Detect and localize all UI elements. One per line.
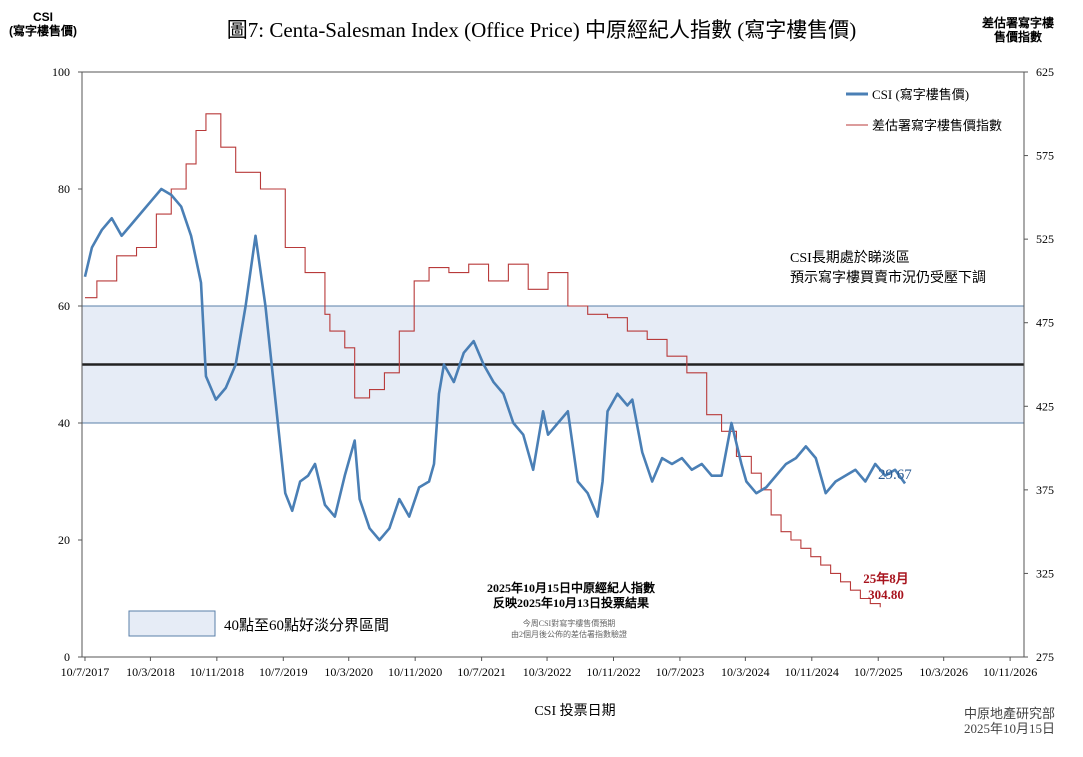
left-tick-label: 60	[58, 299, 70, 313]
x-axis: 10/7/2017 10/3/2018 10/11/2018 10/7/2019 10/…	[61, 657, 1037, 679]
right-axis-title-line2: 售價指數	[993, 30, 1042, 44]
right-tick-label: 375	[1036, 483, 1054, 497]
x-tick-label: 10/3/2018	[126, 665, 175, 679]
chart-title: 圖7: Centa-Salesman Index (Office Price) …	[226, 18, 857, 42]
x-tick-label: 10/7/2025	[854, 665, 903, 679]
left-tick-label: 40	[58, 416, 70, 430]
right-y-axis: 275 325 375 425 475 525 575 625	[1024, 65, 1054, 664]
rvd-latest-value: 304.80	[868, 587, 904, 602]
rvd-latest-label: 25年8月	[863, 571, 909, 586]
x-tick-label: 10/11/2022	[586, 665, 640, 679]
band-legend-swatch	[128, 610, 216, 637]
x-tick-label: 10/3/2026	[919, 665, 968, 679]
trend-note-line1: CSI長期處於睇淡區	[790, 250, 910, 266]
x-axis-title: CSI 投票日期	[534, 704, 616, 719]
left-tick-label: 100	[52, 65, 70, 79]
left-axis-title: CSI (寫字樓售價)	[8, 10, 78, 38]
x-tick-label: 10/11/2026	[983, 665, 1037, 679]
index-note-line1: 2025年10月15日中原經紀人指數	[487, 580, 655, 595]
x-tick-label: 10/11/2024	[785, 665, 839, 679]
right-tick-label: 275	[1036, 650, 1054, 664]
x-tick-label: 10/7/2017	[61, 665, 110, 679]
right-tick-label: 575	[1036, 149, 1054, 163]
rvd-series-line	[84, 113, 881, 608]
x-tick-label: 10/3/2024	[721, 665, 770, 679]
trend-note-line2: 預示寫字樓買賣市況仍受壓下調	[790, 269, 986, 286]
x-tick-label: 10/11/2018	[190, 665, 244, 679]
right-tick-label: 525	[1036, 232, 1054, 246]
right-tick-label: 425	[1036, 399, 1054, 413]
legend-csi-label: CSI (寫字樓售價)	[872, 87, 969, 102]
last-csi-value: 29.67	[878, 467, 912, 483]
lead-note-line2: 由2個月後公佈的差估署指數驗證	[511, 629, 627, 639]
right-tick-label: 625	[1036, 65, 1054, 79]
csi-series-line	[83, 187, 907, 542]
left-tick-label: 20	[58, 533, 70, 547]
band-legend-label: 40點至60點好淡分界區間	[224, 617, 389, 634]
lead-note-line1: 今周CSI對寫字樓售價預期	[523, 618, 615, 628]
left-axis-title-line2: (寫字樓售價)	[9, 24, 77, 38]
x-tick-label: 10/3/2020	[324, 665, 373, 679]
legend-rvd-label: 差估署寫字樓售價指數	[872, 118, 1002, 133]
x-tick-label: 10/7/2023	[656, 665, 705, 679]
x-tick-label: 10/3/2022	[523, 665, 572, 679]
x-tick-label: 10/7/2021	[457, 665, 506, 679]
right-tick-label: 475	[1036, 316, 1054, 330]
source-line2: 2025年10月15日	[963, 721, 1055, 736]
left-axis-title-line1: CSI	[32, 10, 53, 24]
left-tick-label: 0	[64, 650, 70, 664]
index-note-line2: 反映2025年10月13日投票結果	[493, 595, 649, 610]
x-tick-label: 10/11/2020	[388, 665, 442, 679]
left-tick-label: 80	[58, 182, 70, 196]
right-tick-label: 325	[1036, 566, 1054, 580]
left-y-axis: 0 20 40 60 80 100	[52, 65, 82, 664]
source-credit: 中原地產研究部 2025年10月15日	[964, 706, 1055, 736]
right-axis-title-line1: 差估署寫字樓	[981, 16, 1054, 30]
source-line1: 中原地產研究部	[963, 706, 1055, 721]
plot-frame	[81, 71, 1025, 658]
legend: CSI (寫字樓售價) 差估署寫字樓售價指數	[846, 87, 1002, 133]
x-tick-label: 10/7/2019	[259, 665, 308, 679]
right-axis-title: 差估署寫字樓 售價指數	[968, 16, 1068, 44]
